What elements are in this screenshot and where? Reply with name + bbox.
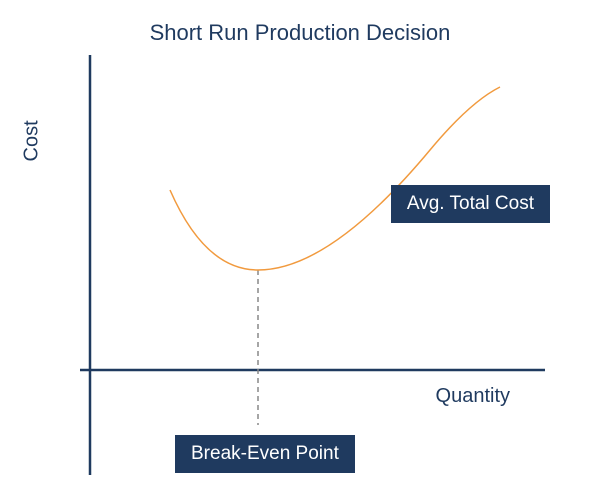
- atc-legend-box: Avg. Total Cost: [391, 185, 550, 223]
- chart-plot: [0, 0, 600, 502]
- x-axis-label: Quantity: [436, 385, 510, 408]
- break-even-label-box: Break-Even Point: [175, 435, 355, 473]
- atc-curve: [170, 87, 500, 270]
